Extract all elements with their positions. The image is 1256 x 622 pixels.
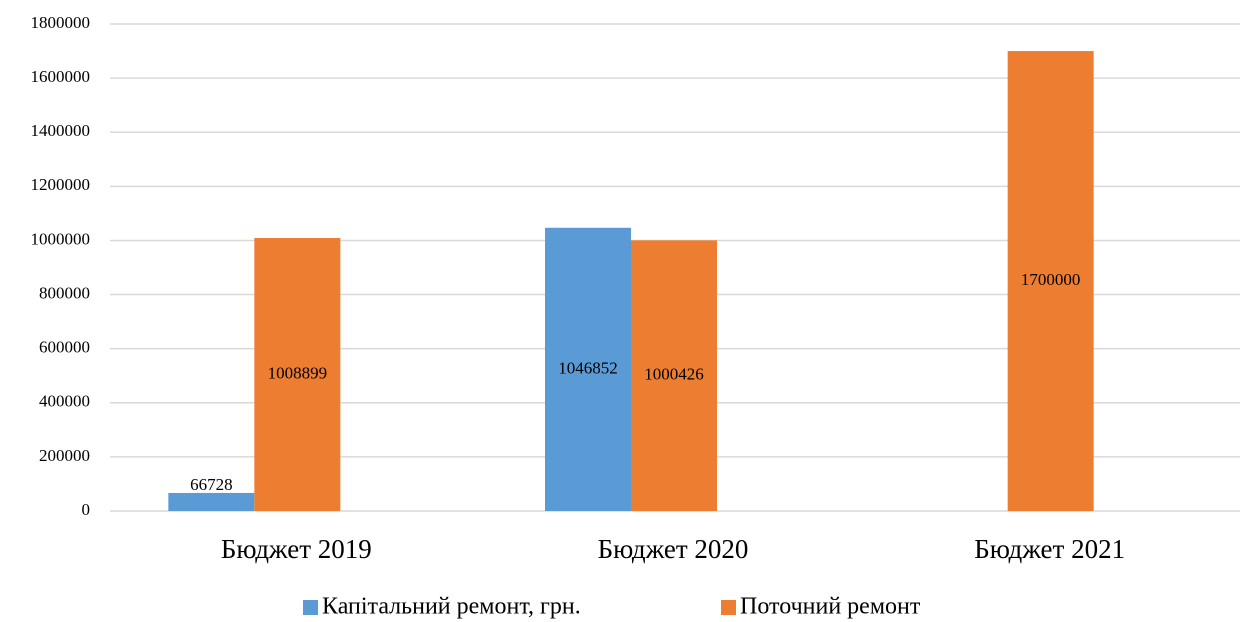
y-tick-label: 0 — [82, 500, 91, 519]
bar — [1007, 51, 1094, 512]
y-tick-label: 1600000 — [31, 67, 91, 86]
y-tick-label: 1400000 — [31, 121, 91, 140]
y-tick-label: 1800000 — [31, 13, 91, 32]
data-label: 66728 — [190, 475, 233, 494]
legend-swatch — [721, 600, 736, 615]
bar — [545, 227, 631, 511]
data-label: 1008899 — [268, 363, 328, 382]
data-label: 1000426 — [644, 365, 704, 384]
legend-label: Капітальний ремонт, грн. — [322, 594, 581, 620]
y-tick-label: 200000 — [39, 446, 90, 465]
data-label: 1046852 — [558, 358, 618, 377]
legend-swatch — [303, 600, 318, 615]
data-label: 1700000 — [1021, 270, 1081, 289]
x-tick-label: Бюджет 2021 — [974, 534, 1125, 564]
y-tick-label: 400000 — [39, 392, 90, 411]
bar — [254, 238, 341, 511]
y-tick-label: 800000 — [39, 283, 90, 302]
legend-label: Поточний ремонт — [740, 594, 921, 620]
y-tick-label: 1200000 — [31, 175, 91, 194]
bar — [168, 492, 255, 511]
bar — [631, 240, 717, 511]
y-tick-label: 600000 — [39, 338, 90, 357]
x-tick-label: Бюджет 2019 — [221, 534, 372, 564]
y-tick-label: 1000000 — [31, 229, 91, 248]
x-tick-label: Бюджет 2020 — [598, 534, 749, 564]
